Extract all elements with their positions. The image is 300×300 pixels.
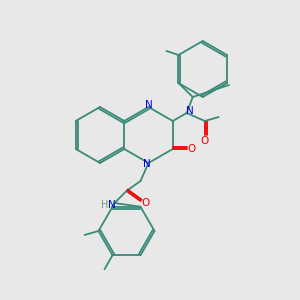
Text: N: N	[108, 200, 116, 210]
Text: O: O	[188, 144, 196, 154]
Text: H: H	[101, 200, 108, 210]
Text: N: N	[186, 106, 194, 116]
Text: O: O	[201, 136, 209, 146]
Text: O: O	[141, 198, 150, 208]
Text: N: N	[142, 159, 150, 169]
Text: N: N	[145, 100, 152, 110]
